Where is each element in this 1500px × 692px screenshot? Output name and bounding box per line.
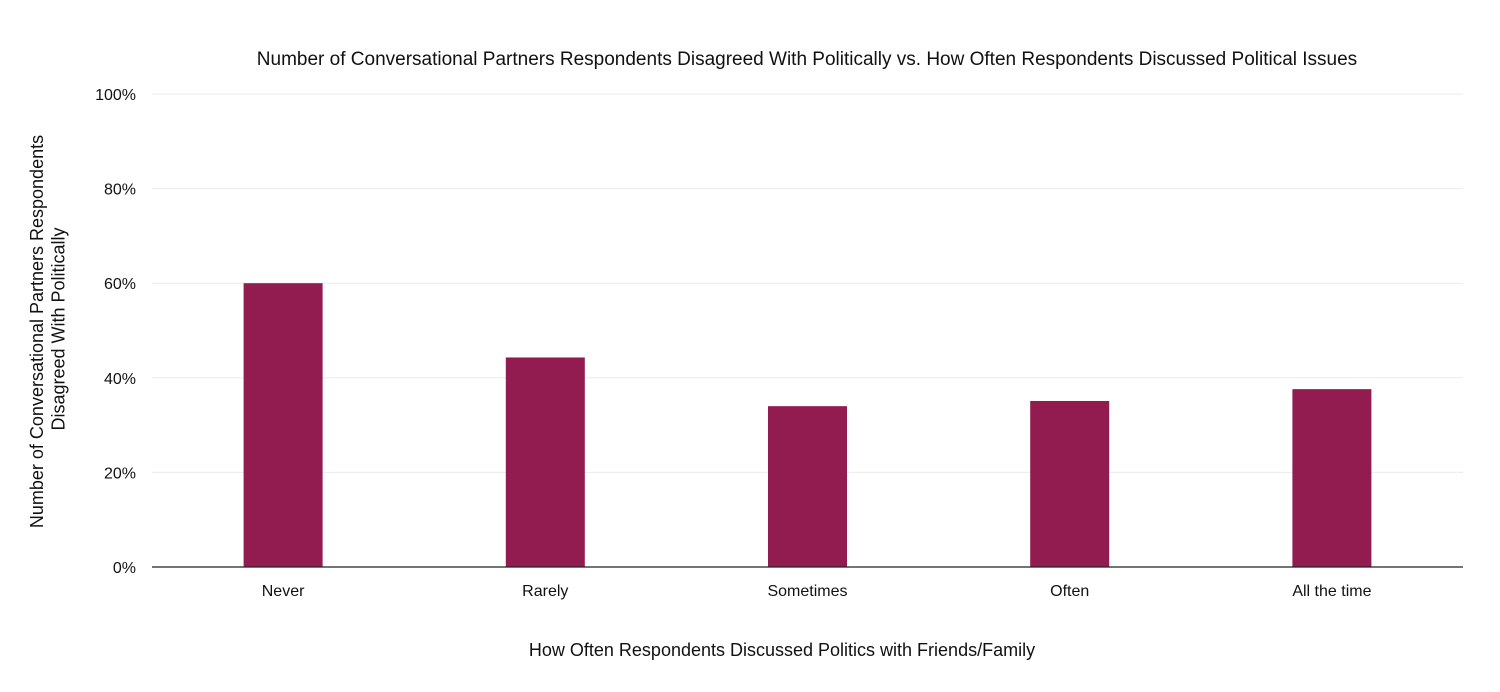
bar <box>505 357 585 567</box>
y-tick-label: 100% <box>95 87 136 104</box>
y-tick-label: 20% <box>104 465 136 482</box>
x-tick-label: Often <box>1050 583 1089 600</box>
y-axis-label-line-1: Number of Conversational Partners Respon… <box>27 135 47 528</box>
y-axis-label-line-2: Disagreed With Politically <box>49 227 69 430</box>
x-axis-ticks: Never Rarely Sometimes Often All the time <box>262 583 1372 600</box>
y-tick-label: 80% <box>104 182 136 199</box>
gridlines <box>152 93 1463 473</box>
bars <box>243 283 1372 567</box>
x-tick-label: Never <box>262 583 305 600</box>
y-axis-label: Number of Conversational Partners Respon… <box>27 130 69 528</box>
bar <box>1292 389 1372 567</box>
x-axis-label: How Often Respondents Discussed Politics… <box>529 640 1035 660</box>
chart-title: Number of Conversational Partners Respon… <box>257 49 1357 70</box>
x-tick-label: Rarely <box>522 583 568 600</box>
y-tick-label: 0% <box>113 560 136 577</box>
y-tick-label: 60% <box>104 276 136 293</box>
x-tick-label: Sometimes <box>767 583 847 600</box>
y-tick-label: 40% <box>104 371 136 388</box>
bar <box>243 283 323 567</box>
y-axis-ticks: 0% 20% 40% 60% 80% 100% <box>95 87 136 577</box>
bar <box>768 406 847 567</box>
x-tick-label: All the time <box>1292 583 1371 600</box>
bar <box>1030 400 1110 567</box>
